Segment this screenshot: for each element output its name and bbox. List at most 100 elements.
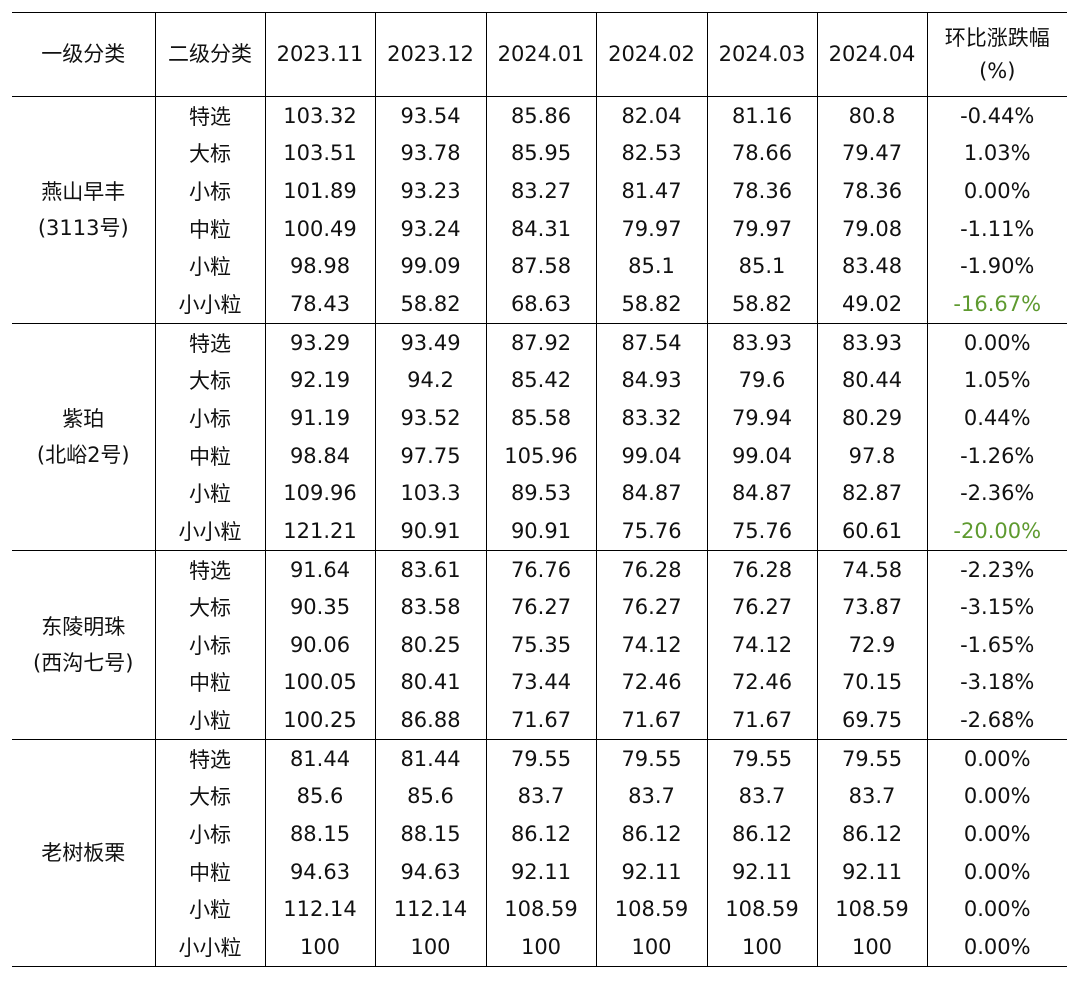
category-variety: (北峪2号): [36, 442, 130, 467]
value-cell: 91.19: [264, 399, 375, 437]
value-cell: 100: [706, 928, 817, 967]
value-cell: 108.59: [485, 890, 596, 929]
value-cell: 112.14: [264, 890, 375, 929]
value-cell: 86.12: [706, 815, 817, 853]
value-cell: 109.96: [264, 474, 375, 513]
value-cell: 76.27: [485, 588, 596, 626]
change-cell: -1.90%: [926, 247, 1067, 286]
value-cell: 72.46: [706, 663, 817, 702]
value-cell: 97.8: [816, 436, 927, 475]
subcategory-cell: 小标: [154, 815, 265, 853]
value-cell: 80.8: [816, 96, 927, 135]
table-row: 小小粒 121.21 90.91 90.91 75.76 75.76 60.61 -20.00…: [12, 512, 1067, 551]
value-cell: 100: [595, 928, 707, 967]
value-cell: 93.24: [374, 209, 486, 248]
category-name: 燕山早丰: [41, 179, 126, 204]
value-cell: 85.86: [485, 96, 596, 135]
value-cell: 93.29: [264, 323, 375, 362]
value-cell: 73.87: [816, 588, 927, 626]
header-month-3: 2024.01: [485, 12, 596, 97]
table-row: 东陵明珠 (西沟七号) 特选 91.64 83.61 76.76 76.28 76.28 74.…: [12, 550, 1067, 740]
table-row: 大标 85.6 85.6 83.7 83.7 83.7 83.7 0.00%: [12, 777, 1067, 816]
value-cell: 71.67: [706, 701, 817, 740]
value-cell: 83.61: [374, 550, 486, 589]
header-mom-change-unit: (%): [979, 58, 1016, 83]
value-cell: 92.19: [264, 361, 375, 400]
change-cell: -0.44%: [926, 96, 1067, 135]
category-variety: (3113号): [37, 215, 129, 240]
table-row: 紫珀 (北峪2号) 特选 93.29 93.49 87.92 87.54 83.93 83.93…: [12, 323, 1067, 551]
change-cell: -2.36%: [926, 474, 1067, 513]
value-cell: 80.25: [374, 625, 486, 664]
table-row: 小标 91.19 93.52 85.58 83.32 79.94 80.29 0.44%: [12, 399, 1067, 437]
value-cell: 70.15: [816, 663, 927, 702]
value-cell: 76.76: [485, 550, 596, 589]
value-cell: 75.76: [706, 512, 817, 551]
change-cell: -1.26%: [926, 436, 1067, 475]
value-cell: 84.87: [706, 474, 817, 513]
value-cell: 100.05: [264, 663, 375, 702]
value-cell: 90.91: [374, 512, 486, 551]
value-cell: 103.51: [264, 134, 375, 173]
change-cell: -20.00%: [926, 512, 1067, 551]
category-cell: 燕山早丰 (3113号): [12, 96, 155, 324]
value-cell: 76.27: [706, 588, 817, 626]
value-cell: 86.12: [595, 815, 707, 853]
table-row: 小小粒 100 100 100 100 100 100 0.00%: [12, 928, 1067, 967]
value-cell: 84.31: [485, 209, 596, 248]
value-cell: 79.08: [816, 209, 927, 248]
value-cell: 84.87: [595, 474, 707, 513]
change-cell: 0.00%: [926, 777, 1067, 816]
value-cell: 90.91: [485, 512, 596, 551]
change-cell: -1.11%: [926, 209, 1067, 248]
subcategory-cell: 大标: [154, 361, 265, 400]
table-header: 一级分类 二级分类 2023.11 2023.12 2024.01 2024.0…: [12, 12, 1067, 97]
value-cell: 72.9: [816, 625, 927, 664]
value-cell: 71.67: [595, 701, 707, 740]
change-cell: -16.67%: [926, 285, 1067, 324]
value-cell: 105.96: [485, 436, 596, 475]
value-cell: 92.11: [485, 852, 596, 891]
subcategory-cell: 小粒: [154, 474, 265, 513]
value-cell: 83.7: [706, 777, 817, 816]
value-cell: 78.43: [264, 285, 375, 324]
value-cell: 76.28: [706, 550, 817, 589]
value-cell: 121.21: [264, 512, 375, 551]
value-cell: 86.12: [485, 815, 596, 853]
value-cell: 85.6: [264, 777, 375, 816]
subcategory-cell: 特选: [154, 96, 265, 135]
value-cell: 79.97: [706, 209, 817, 248]
change-cell: 0.00%: [926, 739, 1067, 778]
table-row: 中粒 100.05 80.41 73.44 72.46 72.46 70.15 -3.18%: [12, 663, 1067, 702]
category-cell: 东陵明珠 (西沟七号): [12, 550, 155, 740]
value-cell: 81.44: [374, 739, 486, 778]
value-cell: 81.44: [264, 739, 375, 778]
header-secondary-category: 二级分类: [154, 12, 265, 97]
value-cell: 78.36: [706, 172, 817, 210]
value-cell: 82.04: [595, 96, 707, 135]
header-month-5: 2024.03: [706, 12, 817, 97]
category-cell: 紫珀 (北峪2号): [12, 323, 155, 551]
table-row: 大标 103.51 93.78 85.95 82.53 78.66 79.47 1.03%: [12, 134, 1067, 173]
value-cell: 87.92: [485, 323, 596, 362]
value-cell: 79.55: [706, 739, 817, 778]
subcategory-cell: 小标: [154, 399, 265, 437]
table-row: 中粒 98.84 97.75 105.96 99.04 99.04 97.8 -1.26%: [12, 436, 1067, 475]
value-cell: 58.82: [374, 285, 486, 324]
table-row: 老树板栗 特选 81.44 81.44 79.55 79.55 79.55 79.55 0.00…: [12, 739, 1067, 967]
value-cell: 79.6: [706, 361, 817, 400]
table-row: 小标 88.15 88.15 86.12 86.12 86.12 86.12 0.00%: [12, 815, 1067, 853]
value-cell: 93.78: [374, 134, 486, 173]
subcategory-cell: 小小粒: [154, 512, 265, 551]
value-cell: 73.44: [485, 663, 596, 702]
header-month-1: 2023.11: [264, 12, 375, 97]
value-cell: 83.32: [595, 399, 707, 437]
value-cell: 91.64: [264, 550, 375, 589]
value-cell: 108.59: [816, 890, 927, 929]
value-cell: 83.7: [595, 777, 707, 816]
category-name: 老树板栗: [41, 840, 126, 865]
value-cell: 80.41: [374, 663, 486, 702]
value-cell: 103.3: [374, 474, 486, 513]
header-mom-change: 环比涨跌幅 (%): [926, 12, 1067, 97]
value-cell: 100: [816, 928, 927, 967]
